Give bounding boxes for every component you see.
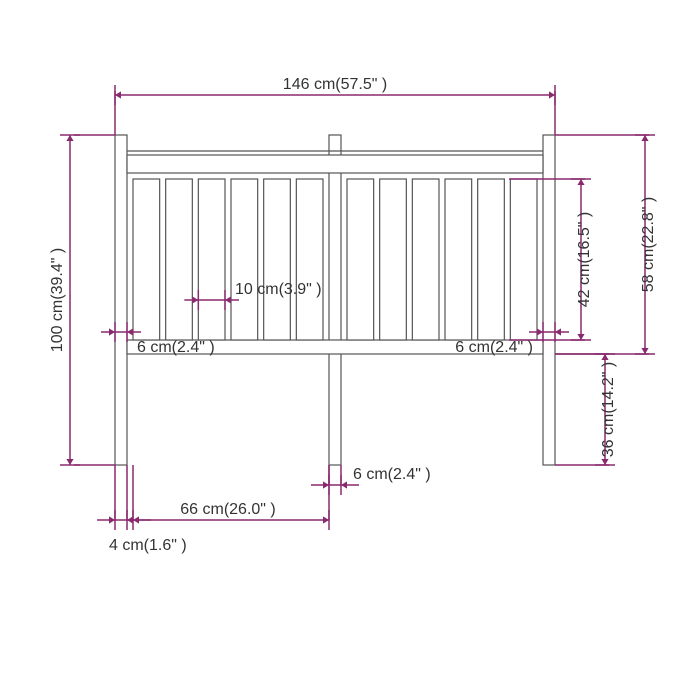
dim-label: 146 cm(57.5" ) xyxy=(283,76,387,93)
dim-label: 4 cm(1.6" ) xyxy=(109,537,187,554)
dim-label: 58 cm(22.8" ) xyxy=(640,197,657,293)
slat xyxy=(510,179,537,340)
dim-label: 10 cm(3.9" ) xyxy=(235,281,322,298)
slat xyxy=(445,179,472,340)
slat xyxy=(347,179,374,340)
dim-label: 6 cm(2.4" ) xyxy=(353,466,431,483)
right-post xyxy=(543,135,555,465)
slat xyxy=(412,179,439,340)
dim-label: 6 cm(2.4" ) xyxy=(137,339,215,356)
slat xyxy=(380,179,407,340)
dim-label: 6 cm(2.4" ) xyxy=(455,339,533,356)
dim-label: 42 cm(16.5" ) xyxy=(576,212,593,308)
left-post xyxy=(115,135,127,465)
slat xyxy=(264,179,291,340)
dim-label: 36 cm(14.2" ) xyxy=(600,362,617,458)
slat xyxy=(478,179,505,340)
slat xyxy=(231,179,258,340)
slat xyxy=(133,179,160,340)
slat xyxy=(166,179,193,340)
slat xyxy=(296,179,323,340)
dim-label: 100 cm(39.4" ) xyxy=(49,248,66,352)
top-rail xyxy=(127,155,543,173)
center-post xyxy=(329,135,341,465)
slat xyxy=(198,179,225,340)
dim-label: 66 cm(26.0" ) xyxy=(180,501,276,518)
